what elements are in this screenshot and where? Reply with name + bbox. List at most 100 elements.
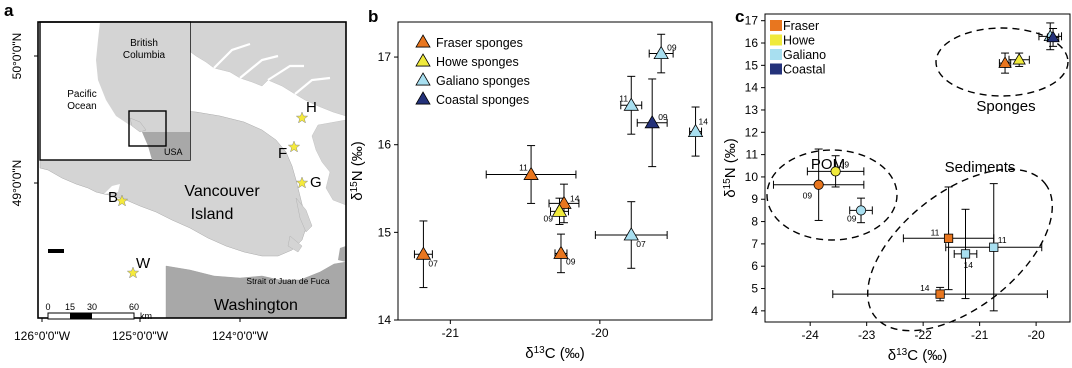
fjord-lines bbox=[213, 42, 331, 95]
b-ytick-label: 14 bbox=[378, 313, 392, 327]
c-legend-swatch-2 bbox=[770, 49, 782, 60]
c-ytick-label: 11 bbox=[746, 148, 759, 162]
c-ytick-label: 13 bbox=[745, 103, 759, 117]
scale-bar-fill bbox=[70, 313, 92, 319]
site-label-B: B bbox=[108, 189, 118, 206]
barkley-sound bbox=[104, 184, 120, 194]
b-xtick-label: -21 bbox=[442, 326, 460, 340]
ellipse-sponges bbox=[935, 27, 1069, 97]
b-point-label-8: 07 bbox=[636, 239, 646, 249]
panel-c-group-ellipses: Sponges POM Sediments bbox=[766, 27, 1069, 332]
b-legend-label-0: Fraser sponges bbox=[436, 36, 523, 50]
b-point-8 bbox=[623, 227, 639, 241]
c-point-6 bbox=[855, 205, 867, 216]
c-point-label-10: 14 bbox=[920, 283, 930, 293]
c-xtick-label: -21 bbox=[971, 328, 989, 342]
b-point-label-7: 14 bbox=[699, 117, 709, 127]
c-ytick-label: 9 bbox=[751, 192, 758, 206]
c-ytick-label: 12 bbox=[745, 125, 759, 139]
c-frame bbox=[764, 13, 1071, 323]
b-point-6 bbox=[623, 97, 639, 111]
label-vancouver: Vancouver bbox=[184, 183, 260, 200]
lat-ticks: 50°0'0"N 49°0'0"N bbox=[10, 33, 38, 207]
c-point-1 bbox=[1012, 52, 1026, 65]
panel-b-legend: Fraser sponges Howe sponges Galiano sponge… bbox=[415, 34, 530, 107]
c-point-label-9: 11 bbox=[998, 235, 1007, 245]
c-point-4 bbox=[813, 179, 824, 190]
scale-tick-60: 60 bbox=[129, 302, 139, 312]
site-star-H bbox=[295, 111, 309, 124]
panel-c-chart: c -24 -23 -22 -21 -20 4 5 6 7 8 9 10 11 12 13 14 15 16 17 δ… bbox=[722, 7, 1071, 365]
c-ytick-label: 5 bbox=[751, 282, 758, 296]
c-xtick-label: -22 bbox=[914, 328, 932, 342]
c-ylabel: δ15N (‰) bbox=[722, 138, 740, 197]
b-legend-label-3: Coastal sponges bbox=[436, 93, 529, 107]
inset-island bbox=[129, 117, 147, 133]
inset-locator-box bbox=[128, 110, 167, 147]
c-legend-swatch-1 bbox=[770, 34, 782, 46]
c-point-label-6: 09 bbox=[847, 213, 857, 223]
b-ytick-label: 15 bbox=[378, 225, 392, 239]
lat-label-50: 50°0'0"N bbox=[10, 33, 24, 80]
washington-east bbox=[338, 246, 346, 262]
label-washington: Washington bbox=[214, 297, 298, 314]
site-label-G: G bbox=[310, 174, 322, 191]
lon-label-124: 124°0'0"W bbox=[212, 329, 269, 343]
site-star-W bbox=[126, 266, 140, 279]
panel-letter-b: b bbox=[368, 7, 378, 26]
panel-c-points: 09 09 09 11 14 11 14 bbox=[772, 22, 1063, 312]
c-ytick-label: 6 bbox=[751, 259, 758, 273]
map-frame bbox=[37, 21, 347, 319]
b-point-5 bbox=[653, 45, 669, 59]
c-legend-swatch-0 bbox=[770, 20, 782, 31]
gulf-islands bbox=[287, 197, 313, 253]
label-ocean: Ocean bbox=[67, 101, 96, 112]
label-island: Island bbox=[191, 206, 234, 223]
b-legend-label-1: Howe sponges bbox=[436, 55, 519, 69]
c-xlabel: δ13C (‰) bbox=[888, 347, 947, 365]
b-point-label-2: 14 bbox=[570, 193, 580, 203]
c-legend-label-0: Fraser bbox=[783, 19, 819, 33]
label-columbia: Columbia bbox=[123, 50, 166, 61]
c-point-10 bbox=[935, 289, 945, 299]
lat-label-49: 49°0'0"N bbox=[10, 160, 24, 207]
b-point-label-9: 09 bbox=[658, 112, 668, 122]
map-panel: a British Columbia Pacific Ocean USA bbox=[4, 1, 347, 343]
c-point-label-7: 11 bbox=[931, 227, 940, 237]
c-ytick-label: 17 bbox=[745, 14, 759, 28]
scale-bar-small bbox=[48, 249, 64, 253]
group-label-sediments: Sediments bbox=[945, 159, 1016, 176]
c-ytick-label: 14 bbox=[745, 81, 759, 95]
c-xtick-label: -20 bbox=[1027, 328, 1045, 342]
c-point-3 bbox=[1046, 30, 1060, 43]
scale-bar: 0 15 30 60 km bbox=[45, 249, 152, 321]
b-point-4 bbox=[551, 203, 568, 217]
b-legend-label-2: Galiano sponges bbox=[436, 74, 530, 88]
c-ytick-label: 4 bbox=[751, 304, 758, 318]
inset-map: British Columbia Pacific Ocean USA bbox=[39, 21, 191, 161]
site-star-B bbox=[115, 194, 129, 207]
c-legend-swatch-3 bbox=[770, 63, 782, 75]
b-legend-marker-2 bbox=[415, 72, 431, 86]
b-xtick-label: -20 bbox=[591, 326, 609, 340]
scale-tick-0: 0 bbox=[45, 302, 50, 312]
ellipse-pom bbox=[766, 149, 898, 241]
c-point-5 bbox=[830, 166, 841, 177]
b-point-label-6: 11 bbox=[619, 93, 628, 103]
site-label-F: F bbox=[278, 145, 287, 162]
b-legend-marker-0 bbox=[415, 34, 431, 48]
sampling-sites: H F G B W bbox=[108, 99, 322, 279]
b-frame bbox=[397, 21, 713, 321]
b-point-label-4: 09 bbox=[543, 213, 553, 223]
c-xtick-label: -23 bbox=[858, 328, 876, 342]
panel-b-points: 07 11 14 09 09 09 11 14 07 09 bbox=[413, 33, 709, 289]
c-point-8 bbox=[960, 249, 971, 259]
lon-label-126: 126°0'0"W bbox=[14, 329, 71, 343]
c-point-0 bbox=[998, 56, 1012, 68]
label-strait: Strait of Juan de Fuca bbox=[246, 276, 329, 286]
c-legend-label-2: Galiano bbox=[783, 48, 826, 62]
b-point-label-5: 09 bbox=[667, 43, 677, 53]
b-xlabel: δ13C (‰) bbox=[525, 345, 584, 363]
scale-tick-30: 30 bbox=[87, 302, 97, 312]
